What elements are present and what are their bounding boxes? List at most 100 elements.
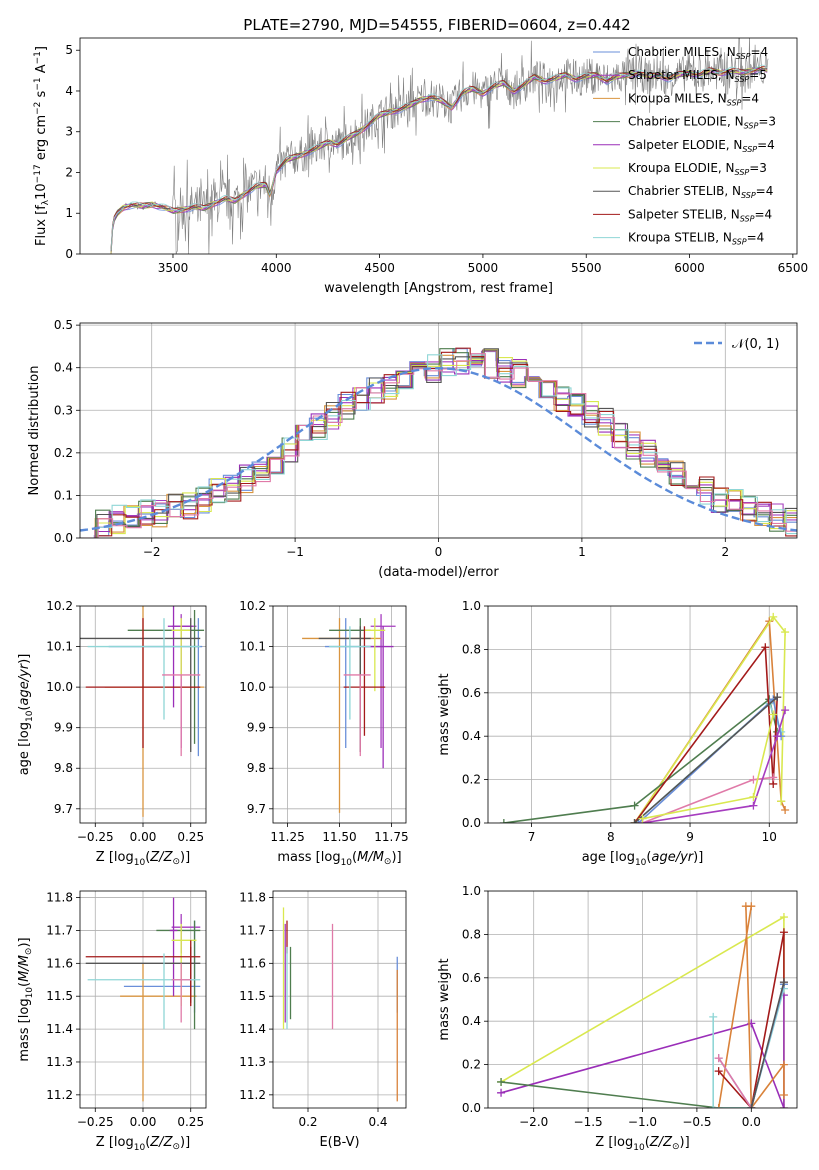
figure-title: PLATE=2790, MJD=54555, FIBERID=0604, z=0… <box>243 16 630 34</box>
error-point <box>171 963 191 1023</box>
error-point <box>362 626 394 769</box>
legend-entry: Chabrier ELODIE, NSSP=3 <box>628 115 776 131</box>
y-tick-label: 11.7 <box>239 923 266 937</box>
x-tick-label: 11.75 <box>374 830 408 844</box>
weight-series <box>630 643 782 823</box>
y-tick-label: 11.7 <box>46 923 73 937</box>
legend-entry: Salpeter MILES, NSSP=5 <box>628 68 767 84</box>
y-tick-label: 0.0 <box>54 531 73 545</box>
axes-mass-vs-EBV: 0.2 0.4 11.2 11.3 11.4 11.5 11.6 11.7 11.8 <box>239 890 407 1129</box>
labels-massweight-vs-Z: Z [log10(Z/Z⊙)] mass weight <box>437 958 690 1153</box>
x-tick-label: 3500 <box>158 261 189 275</box>
error-point <box>120 963 197 1102</box>
y-tick-label: 9.7 <box>54 802 73 816</box>
labels-age-vs-Z: Z [log10(Z/Z⊙)] age [log10(age/yr)] <box>17 654 190 868</box>
plus-marker <box>497 1088 506 1097</box>
y-tick-label: 0.5 <box>54 318 73 332</box>
axes-massweight-vs-age: 7 8 9 10 0.0 0.2 0.4 0.6 0.8 1.0 <box>462 599 798 844</box>
y-axis-label: mass weight <box>437 673 452 755</box>
plot-area-age-vs-Z <box>80 606 206 823</box>
y-tick-label: 10.0 <box>46 680 73 694</box>
panel-age-vs-Z: −0.25 0.00 0.25 9.7 9.8 9.9 10.0 10.1 10.2 <box>46 599 207 844</box>
y-tick-label: 1.0 <box>462 884 481 898</box>
y-axis-label: mass [log10(M/M⊙)] <box>17 937 35 1061</box>
x-tick-label: 10 <box>762 830 777 844</box>
plot-area-massweight-vs-Z <box>488 891 797 1108</box>
axes-mass-vs-Z: −0.25 0.00 0.25 11.2 11.3 11.4 11.5 11.6 11.7 11.… <box>46 891 207 1129</box>
plus-marker <box>714 1067 723 1076</box>
y-tick-label: 9.8 <box>54 761 73 775</box>
y-tick-label: 11.2 <box>46 1088 73 1102</box>
x-tick-label: 0.00 <box>130 830 157 844</box>
y-tick-label: 11.4 <box>46 1022 73 1036</box>
y-tick-label: 11.4 <box>239 1022 266 1036</box>
plot-area-mass-vs-Z <box>80 891 206 1108</box>
x-axis-label: (data-model)/error <box>378 565 499 580</box>
weight-line <box>637 697 782 823</box>
plus-marker <box>769 773 778 782</box>
x-tick-label: 5500 <box>571 261 602 275</box>
y-tick-label: 0 <box>65 247 73 261</box>
error-point <box>104 606 205 817</box>
panel-massweight-vs-Z: −2.0 −1.5 −1.0 −0.5 0.0 0.0 0.2 0.4 0.6 0.8 1.0 <box>462 884 798 1129</box>
axes-spectrum: 3500 4000 4500 5000 5500 6000 6500 0 1 2 3 4 5 <box>65 37 808 275</box>
weight-series <box>638 706 790 823</box>
axes-frame <box>272 890 407 1109</box>
plus-marker <box>749 775 758 784</box>
x-tick-label: 0.00 <box>130 1115 157 1129</box>
y-tick-label: 0.8 <box>462 642 481 656</box>
y-tick-label: 0.4 <box>462 1014 481 1028</box>
y-tick-label: 0.4 <box>462 729 481 743</box>
y-tick-label: 5 <box>65 43 73 57</box>
y-tick-label: 0.8 <box>462 927 481 941</box>
weight-series <box>630 693 782 823</box>
plus-marker <box>779 1060 788 1069</box>
plus-marker <box>779 1104 788 1108</box>
x-tick-label: 0.25 <box>177 1115 204 1129</box>
error-point <box>343 674 371 757</box>
plus-marker <box>749 801 758 810</box>
labels-massweight-vs-age: age [log10(age/yr)] mass weight <box>437 673 703 868</box>
plus-marker <box>769 710 778 719</box>
weight-line <box>718 932 785 1108</box>
x-axis-label: E(B-V) <box>319 1135 359 1150</box>
legend-spectrum: Chabrier MILES, NSSP=4 Salpeter MILES, NS… <box>593 45 776 247</box>
y-tick-label: 1 <box>65 206 73 220</box>
histogram-step <box>83 354 797 538</box>
error-point <box>167 606 193 708</box>
weight-series <box>747 978 788 1108</box>
plot-area-spectrum <box>110 38 769 254</box>
weight-series <box>638 710 778 823</box>
y-tick-label: 0.4 <box>54 361 73 375</box>
x-tick-label: −0.5 <box>682 1115 711 1129</box>
error-point <box>171 914 201 954</box>
error-point <box>123 920 201 1013</box>
error-point <box>85 618 201 748</box>
y-tick-label: 10.1 <box>239 640 266 654</box>
plus-marker <box>779 928 788 937</box>
y-tick-label: 11.6 <box>46 956 73 970</box>
y-tick-label: 9.9 <box>247 721 266 735</box>
error-point <box>80 618 201 753</box>
y-tick-label: 0.2 <box>462 773 481 787</box>
panel-residuals: −2 −1 0 1 2 0.0 0.1 0.2 0.3 0.4 0.5 𝒩(0, 1) <box>54 318 798 559</box>
y-tick-label: 0.3 <box>54 403 73 417</box>
x-tick-label: 7 <box>528 830 536 844</box>
plus-marker <box>779 913 788 922</box>
plus-marker <box>773 693 782 702</box>
y-tick-label: 9.7 <box>247 802 266 816</box>
x-tick-label: 4000 <box>261 261 292 275</box>
y-tick-label: 0.1 <box>54 488 73 502</box>
plus-marker <box>773 732 782 741</box>
x-tick-label: 0.0 <box>742 1115 761 1129</box>
x-tick-label: −1.5 <box>574 1115 603 1129</box>
plus-marker <box>749 792 758 801</box>
y-tick-label: 11.5 <box>46 989 73 1003</box>
plus-marker <box>761 643 770 652</box>
plus-marker <box>779 978 788 987</box>
axes-age-vs-mass: 11.25 11.50 11.75 9.7 9.8 9.9 10.0 10.1 10.2 <box>239 599 408 844</box>
legend-entry: Salpeter STELIB, NSSP=4 <box>628 207 772 223</box>
axes-frame <box>79 37 798 255</box>
legend-entry: Chabrier MILES, NSSP=4 <box>628 45 768 61</box>
